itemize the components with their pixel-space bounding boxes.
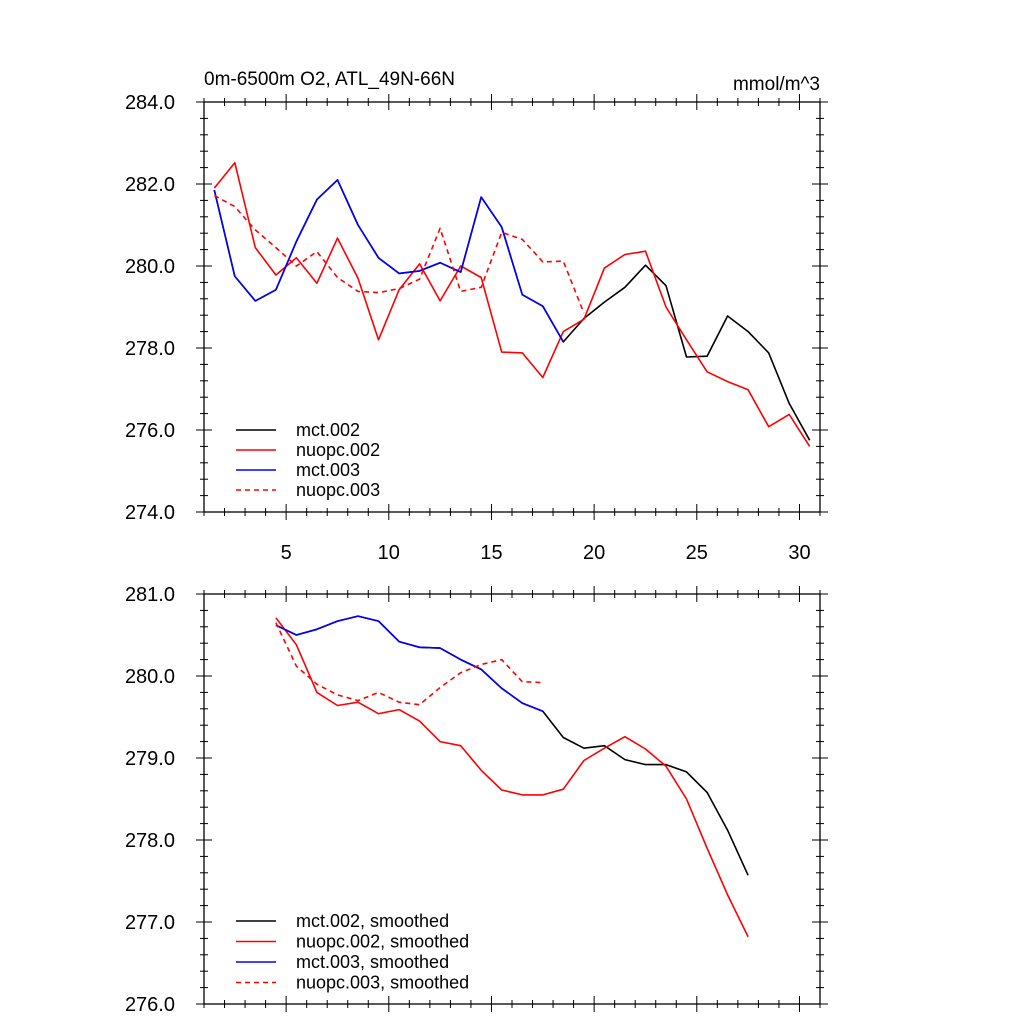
y-tick-label: 277.0	[125, 912, 175, 934]
smoothed-o2-panel: 276.0 277.0 278.0 279.0 280.0 281.0 mct.002, …	[125, 584, 828, 1016]
legend-label: mct.002	[296, 420, 360, 440]
series-line-nuopc-003-smoothed	[275, 622, 543, 706]
legend-label: nuopc.003	[296, 480, 380, 500]
raw-o2-panel: 0m-6500m O2, ATL_49N-66N mmol/m^3 274.02…	[125, 69, 828, 564]
legend-label: nuopc.002	[296, 440, 380, 460]
series-line-mct-003	[213, 179, 564, 343]
y-tick-label: 280.0	[125, 256, 175, 278]
y-tick-label: 282.0	[125, 174, 175, 196]
smoothed-y-axis-tick-labels: 276.0 277.0 278.0 279.0 280.0 281.0	[125, 584, 175, 1016]
y-tick-label: 279.0	[125, 748, 175, 770]
y-tick-label: 278.0	[125, 830, 175, 852]
x-tick-label: 5	[281, 542, 292, 564]
smoothed-series-lines	[275, 615, 749, 938]
y-tick-label: 281.0	[125, 584, 175, 606]
y-tick-label: 280.0	[125, 666, 175, 688]
series-line-mct-002-smoothed	[275, 615, 749, 876]
smoothed-axis-ticks	[196, 586, 828, 1012]
series-line-mct-002	[213, 179, 811, 441]
raw-series-lines	[213, 161, 811, 447]
raw-y-axis-tick-labels: 274.0 276.0 278.0 280.0 282.0 284.0	[125, 92, 175, 524]
raw-axis-ticks	[196, 94, 828, 520]
series-line-nuopc-002-smoothed	[275, 617, 749, 938]
legend-label: nuopc.002, smoothed	[296, 932, 469, 952]
units-label: mmol/m^3	[733, 74, 820, 95]
x-tick-label: 15	[480, 542, 502, 564]
series-line-nuopc-003	[213, 194, 585, 314]
series-line-mct-003-smoothed	[275, 615, 544, 713]
chart-title: 0m-6500m O2, ATL_49N-66N	[204, 69, 455, 90]
legend-label: mct.003, smoothed	[296, 952, 449, 972]
y-tick-label: 276.0	[125, 420, 175, 442]
legend-label: mct.003	[296, 460, 360, 480]
series-line-nuopc-002	[213, 161, 811, 447]
y-tick-label: 274.0	[125, 502, 175, 524]
x-tick-label: 25	[686, 542, 708, 564]
y-tick-label: 284.0	[125, 92, 175, 114]
legend-label: mct.002, smoothed	[296, 911, 449, 931]
legend-label: nuopc.003, smoothed	[296, 973, 469, 993]
x-tick-label: 30	[788, 542, 810, 564]
x-tick-label: 20	[583, 542, 605, 564]
raw-x-axis-tick-labels: 5 10 15 20 25 30	[281, 542, 811, 564]
y-tick-label: 276.0	[125, 994, 175, 1016]
y-tick-label: 278.0	[125, 338, 175, 360]
x-tick-label: 10	[378, 542, 400, 564]
